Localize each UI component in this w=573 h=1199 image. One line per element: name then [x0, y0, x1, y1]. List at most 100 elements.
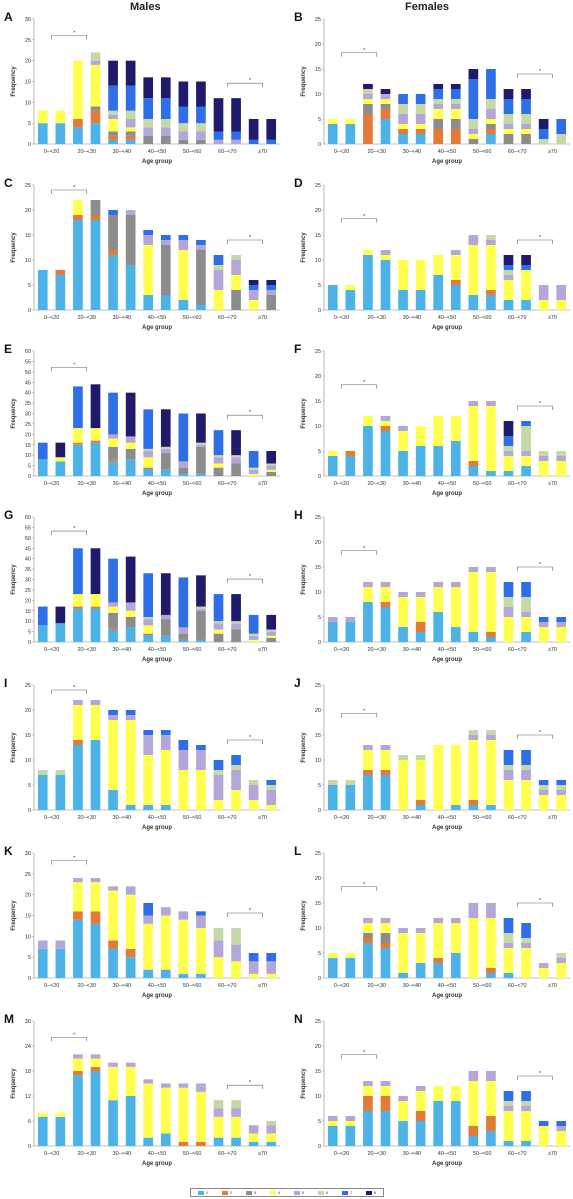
- bar-segment: [231, 463, 241, 476]
- y-tick-label: 0: [318, 976, 321, 982]
- y-tick-label: 40: [25, 557, 31, 563]
- bar-segment: [521, 421, 531, 426]
- bar-segment: [248, 469, 259, 474]
- x-axis-title: Age group: [142, 825, 172, 831]
- bar-segment: [196, 131, 206, 140]
- bar-segment: [143, 635, 154, 642]
- y-tick-label: 10: [315, 424, 321, 430]
- bar-segment: [143, 451, 154, 458]
- bar-segment: [503, 1091, 514, 1101]
- bar-segment: [486, 240, 496, 245]
- bar-segment: [108, 210, 118, 215]
- bar-segment: [327, 456, 338, 476]
- bar-segment: [125, 139, 136, 144]
- bar-segment: [178, 413, 189, 462]
- bar-segment: [213, 1100, 224, 1109]
- bar-segment: [363, 1081, 373, 1086]
- comparison-bracket: [516, 566, 553, 571]
- bar-segment: [160, 295, 171, 310]
- y-tick-label: 10: [25, 758, 31, 764]
- y-tick-label: 5: [318, 615, 321, 621]
- y-tick-label: 55: [25, 525, 31, 531]
- y-tick-label: 55: [25, 359, 31, 365]
- bar-segment: [125, 135, 136, 140]
- significance-marker: *: [539, 562, 542, 568]
- bar-segment: [160, 448, 171, 454]
- bar-segment: [125, 1066, 136, 1096]
- bar-segment: [90, 384, 101, 429]
- bar-segment: [125, 127, 136, 132]
- bar-segment: [266, 635, 277, 638]
- legend-item: 8: [365, 1190, 376, 1195]
- bar-segment: [143, 755, 154, 805]
- bar-segment: [143, 295, 154, 310]
- bar-segment: [125, 60, 136, 86]
- bar-segment: [125, 710, 136, 715]
- bar-segment: [327, 622, 338, 642]
- bar-segment: [266, 285, 277, 290]
- bar-segment: [503, 770, 514, 780]
- bar-segment: [521, 1106, 531, 1111]
- bar-segment: [37, 625, 48, 642]
- bar-segment: [178, 250, 189, 300]
- x-tick-label: 40–<50: [148, 481, 167, 487]
- bar-segment: [380, 99, 391, 104]
- y-tick-label: 10: [25, 258, 31, 264]
- bar-segment: [143, 805, 154, 810]
- bar-segment: [468, 1136, 479, 1146]
- bar-segment: [178, 627, 189, 634]
- bar-segment: [327, 124, 338, 144]
- bar-segment: [486, 918, 496, 968]
- x-tick-label: 20–<30: [367, 481, 386, 487]
- bar-segment: [178, 461, 189, 468]
- y-tick-label: 20: [315, 876, 321, 882]
- bar-segment: [143, 903, 154, 916]
- bar-segment: [160, 135, 171, 144]
- bar-segment: [486, 968, 496, 973]
- bar-segment: [380, 94, 391, 99]
- x-tick-label: 30–<40: [113, 1151, 132, 1157]
- y-tick-label: 25: [25, 38, 31, 44]
- x-axis-title: Age group: [142, 159, 172, 165]
- bar-segment: [468, 461, 479, 466]
- bar-segment: [345, 617, 356, 622]
- bar-segment: [503, 446, 514, 451]
- y-tick-label: 0: [28, 308, 31, 314]
- x-axis-title: Age group: [142, 657, 172, 663]
- legend-item: 1: [197, 1190, 209, 1195]
- y-tick-label: 10: [25, 619, 31, 625]
- bar-segment: [125, 392, 136, 437]
- bar-segment: [55, 123, 66, 144]
- bar-segment: [143, 457, 154, 468]
- legend-label: 1: [205, 1190, 209, 1195]
- bar-segment: [521, 1141, 531, 1146]
- bar-segment: [108, 255, 118, 310]
- bar-segment: [380, 109, 391, 119]
- bar-segment: [231, 765, 241, 770]
- bar-segment: [160, 235, 171, 240]
- y-tick-label: 25: [315, 851, 321, 857]
- bar-segment: [125, 131, 136, 136]
- bar-segment: [160, 77, 171, 99]
- bar-segment: [248, 635, 259, 640]
- chart-panel-k: K 0 5 10 15 20 25 30 Frequency 0–<20 20–<30 30–<40 4…: [4, 844, 280, 999]
- comparison-bracket: [51, 860, 88, 865]
- bar-segment: [108, 948, 118, 978]
- bar-segment: [538, 963, 549, 968]
- x-tick-label: 60–<70: [508, 647, 527, 653]
- y-tick-label: 15: [315, 399, 321, 405]
- bar-segment: [556, 790, 567, 795]
- bar-segment: [398, 431, 408, 451]
- bar-segment: [468, 69, 479, 79]
- bar-segment: [538, 795, 549, 810]
- bar-segment: [486, 295, 496, 310]
- bar-segment: [73, 1075, 83, 1146]
- bar-segment: [468, 735, 479, 740]
- bar-segment: [468, 805, 479, 810]
- bar-segment: [213, 139, 224, 144]
- y-tick-label: 10: [315, 92, 321, 98]
- bar-segment: [486, 129, 496, 134]
- x-axis-title: Age group: [432, 825, 462, 831]
- bar-segment: [345, 290, 356, 310]
- bar-segment: [433, 582, 444, 587]
